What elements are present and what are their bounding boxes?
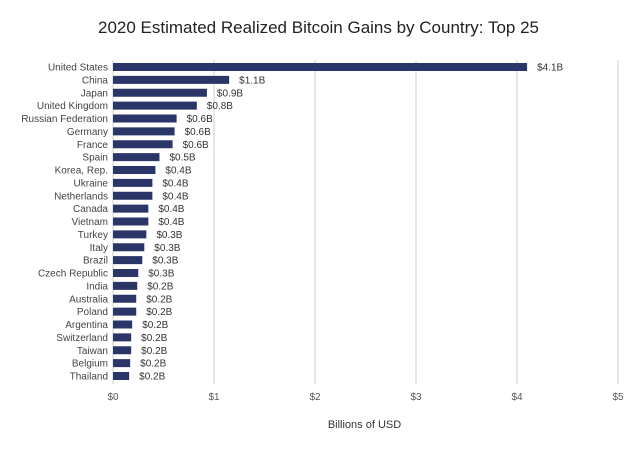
value-label: $0.4B xyxy=(162,178,188,189)
value-label: $0.2B xyxy=(141,333,167,344)
bar xyxy=(113,63,528,71)
gridlines: $0 $1 $2 $3 $4 $5 xyxy=(107,60,624,403)
bar xyxy=(113,114,177,123)
category-label: Germany xyxy=(67,127,108,138)
labels: United States $4.1B China $1.1B Japan $0.9B Un… xyxy=(21,63,563,383)
category-label: Japan xyxy=(81,88,108,99)
value-label: $0.3B xyxy=(156,230,182,241)
category-label: China xyxy=(82,75,109,86)
category-label: India xyxy=(86,281,108,292)
bar xyxy=(113,88,207,97)
value-label: $0.4B xyxy=(162,191,188,202)
bar xyxy=(113,101,197,110)
value-label: $0.2B xyxy=(147,281,173,292)
value-label: $0.2B xyxy=(141,346,167,357)
x-axis-title: Billions of USD xyxy=(328,419,401,431)
category-label: Italy xyxy=(90,243,108,254)
category-label: Russian Federation xyxy=(21,114,108,125)
bar xyxy=(113,243,145,252)
value-label: $0.6B xyxy=(185,127,211,138)
category-label: Czech Republic xyxy=(38,269,108,280)
value-label: $4.1B xyxy=(537,63,563,74)
category-label: Australia xyxy=(69,294,108,305)
x-tick-label: $1 xyxy=(208,392,220,403)
bar xyxy=(113,346,132,355)
bar xyxy=(113,204,149,213)
value-label: $0.6B xyxy=(187,114,213,125)
category-label: Brazil xyxy=(83,256,108,267)
value-label: $0.2B xyxy=(142,320,168,331)
value-label: $0.4B xyxy=(165,166,191,177)
category-label: Korea, Rep. xyxy=(55,166,108,177)
value-label: $0.3B xyxy=(152,256,178,267)
category-label: Belgium xyxy=(72,359,108,370)
bar xyxy=(113,127,175,136)
value-label: $0.6B xyxy=(183,140,209,151)
value-label: $0.4B xyxy=(158,204,184,215)
category-label: United Kingdom xyxy=(37,101,108,112)
bar xyxy=(113,256,143,265)
bar xyxy=(113,281,138,290)
category-label: Turkey xyxy=(78,230,108,241)
category-label: France xyxy=(77,140,109,151)
bar xyxy=(113,372,130,380)
category-label: United States xyxy=(48,63,108,74)
x-tick-label: $3 xyxy=(410,392,422,403)
value-label: $0.4B xyxy=(158,217,184,228)
category-label: Taiwan xyxy=(77,346,108,357)
bar xyxy=(113,140,173,149)
value-label: $0.5B xyxy=(169,153,195,164)
value-label: $0.2B xyxy=(139,372,165,383)
category-label: Thailand xyxy=(70,372,108,383)
bar xyxy=(113,153,160,162)
x-tick-label: $4 xyxy=(511,392,523,403)
category-label: Netherlands xyxy=(54,191,108,202)
bar xyxy=(113,166,156,174)
bar xyxy=(113,75,230,84)
x-tick-label: $2 xyxy=(309,392,321,403)
category-label: Poland xyxy=(77,307,108,318)
bar xyxy=(113,320,133,329)
bars xyxy=(113,63,528,380)
category-label: Switzerland xyxy=(56,333,108,344)
bar xyxy=(113,269,139,277)
bar xyxy=(113,230,147,239)
bar xyxy=(113,359,131,368)
bar xyxy=(113,178,153,187)
x-tick-label: $5 xyxy=(612,392,624,403)
category-label: Vietnam xyxy=(71,217,108,228)
value-label: $0.3B xyxy=(148,269,174,280)
value-label: $0.9B xyxy=(217,88,243,99)
bar xyxy=(113,191,153,200)
category-label: Argentina xyxy=(65,320,108,331)
category-label: Ukraine xyxy=(74,178,109,189)
value-label: $0.3B xyxy=(154,243,180,254)
bar xyxy=(113,307,137,316)
category-label: Spain xyxy=(82,153,108,164)
value-label: $0.2B xyxy=(140,359,166,370)
bar xyxy=(113,294,137,303)
bar xyxy=(113,217,149,226)
value-label: $1.1B xyxy=(239,75,265,86)
value-label: $0.8B xyxy=(207,101,233,112)
value-label: $0.2B xyxy=(146,294,172,305)
category-label: Canada xyxy=(73,204,108,215)
chart-title: 2020 Estimated Realized Bitcoin Gains by… xyxy=(98,18,539,37)
x-tick-label: $0 xyxy=(107,392,119,403)
bar xyxy=(113,333,132,342)
value-label: $0.2B xyxy=(146,307,172,318)
